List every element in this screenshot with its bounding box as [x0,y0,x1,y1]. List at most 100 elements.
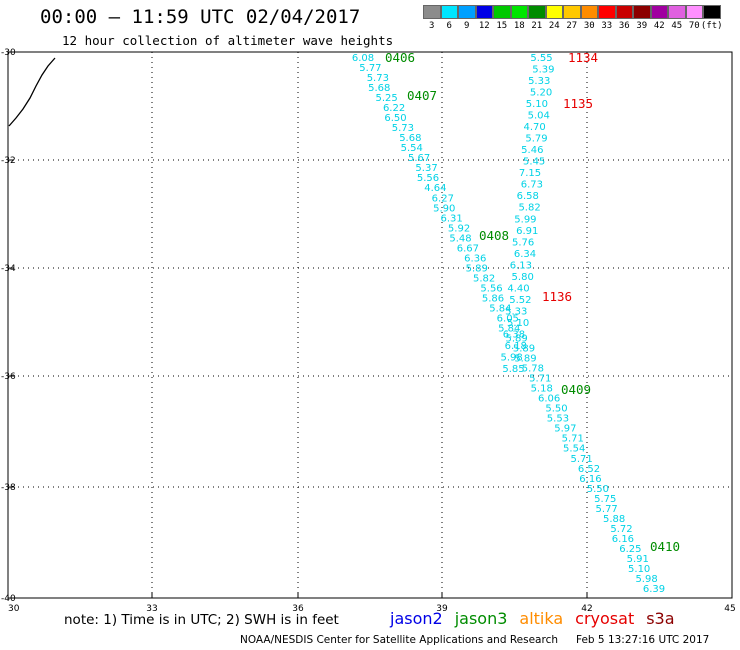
color-scale-label: 18 [513,21,525,31]
swh-value-ascending: 4.70 [523,122,545,133]
swh-value-descending: 6.31 [441,213,463,224]
color-scale-cell [615,5,633,19]
swh-value-ascending: 5.04 [528,111,550,122]
pass-time-label: 0410 [650,539,680,554]
swh-value-descending: 5.88 [603,514,625,525]
swh-value-descending: 6.67 [457,243,479,254]
color-scale-label: 39 [636,21,648,31]
longitude-label: 39 [436,604,448,614]
swh-value-descending: 5.56 [417,173,439,184]
swh-value-descending: 5.86 [482,293,504,304]
longitude-label: 33 [146,604,157,614]
swh-value-ascending: 5.20 [530,88,552,99]
color-scale-label: 21 [531,21,543,31]
swh-value-descending: 5.84 [489,303,511,314]
color-scale-label: 9 [464,21,470,31]
swh-value-ascending: 5.85 [502,364,524,375]
swh-value-descending: 5.92 [448,223,470,234]
chart-subtitle: 12 hour collection of altimeter wave hei… [62,33,394,48]
color-scale-cell [650,5,668,19]
color-scale-cell [563,5,581,19]
swh-value-descending: 5.10 [628,564,650,575]
color-scale-cell [475,5,493,19]
color-scale-cell [580,5,598,19]
swh-color-scale [423,5,721,19]
credit-text: NOAA/NESDIS Center for Satellite Applica… [240,634,558,646]
satellite-legend-item: jason2 [390,609,443,628]
swh-value-descending: 5.91 [627,554,649,565]
swh-value-ascending: 6.13 [510,260,532,271]
color-scale-cell [528,5,546,19]
color-scale-label: 42 [653,21,665,31]
chart-title: 00:00 – 11:59 UTC 02/04/2017 [40,6,361,28]
swh-value-ascending: 5.33 [528,76,550,87]
color-scale-cell [703,5,721,19]
swh-value-descending: 6.36 [464,253,486,264]
swh-value-descending: 6.22 [383,103,405,114]
color-scale-cell [510,5,528,19]
swh-value-descending: 5.71 [562,434,584,445]
map-frame [7,51,733,599]
swh-value-ascending: 4.40 [507,283,529,294]
color-scale-label: (ft) [700,21,723,31]
swh-value-ascending: 5.98 [501,352,523,363]
swh-value-ascending: 5.80 [512,272,534,283]
longitude-label: 42 [581,604,592,614]
swh-value-ascending: 5.99 [514,214,536,225]
swh-value-ascending: 5.46 [521,145,543,156]
swh-value-descending: 5.90 [433,203,455,214]
color-scale-cell [423,5,441,19]
satellite-legend-item: jason3 [454,609,508,628]
latitude-label: -32 [1,156,16,166]
swh-value-descending: 5.72 [610,524,632,535]
swh-value-ascending: 5.39 [532,65,554,76]
color-scale-label: 12 [478,21,490,31]
color-scale-label: 36 [618,21,630,31]
swh-value-ascending: 5.33 [505,306,527,317]
swh-value-ascending: 6.38 [503,329,525,340]
swh-value-ascending: 5.79 [525,134,547,145]
swh-value-descending: 6.06 [538,394,560,405]
color-scale-cell [633,5,651,19]
satellite-legend-item: cryosat [575,609,635,628]
swh-value-ascending: 5.55 [530,53,552,64]
coastline [8,57,56,127]
satellite-legend-item: altika [519,609,564,628]
swh-value-ascending: 5.10 [526,99,548,110]
pass-time-label: 0408 [479,228,509,243]
longitude-label: 30 [8,604,20,614]
swh-value-descending: 5.54 [401,143,423,154]
swh-value-descending: 4.64 [424,183,446,194]
swh-value-descending: 6.52 [578,464,600,475]
color-scale-label: 27 [566,21,578,31]
swh-value-descending: 5.68 [368,83,390,94]
swh-value-ascending: 6.18 [505,341,527,352]
swh-value-descending: 5.25 [376,93,398,104]
latitude-label: -38 [1,483,16,493]
swh-value-descending: 5.18 [531,384,553,395]
color-scale-cell [458,5,476,19]
latitude-label: -30 [1,48,16,58]
swh-value-descending: 6.25 [619,544,641,555]
swh-value-descending: 6.16 [579,474,601,485]
longitude-label: 45 [724,604,735,614]
swh-value-ascending: 6.34 [514,249,536,260]
swh-value-descending: 5.89 [513,344,535,355]
color-scale-label: 15 [496,21,508,31]
swh-value-descending: 5.75 [594,494,616,505]
color-scale-label: 45 [671,21,683,31]
swh-value-descending: 5.73 [392,123,414,134]
swh-value-descending: 5.67 [408,153,430,164]
swh-value-descending: 6.39 [643,584,665,595]
latitude-label: -36 [1,372,16,382]
latitude-label: -34 [1,264,16,274]
swh-value-descending: 6.05 [497,313,519,324]
swh-value-ascending: 6.91 [516,226,538,237]
color-scale-cell [685,5,703,19]
swh-value-descending: 5.77 [596,504,618,515]
swh-value-descending: 5.50 [587,484,609,495]
swh-value-descending: 5.54 [563,444,585,455]
pass-time-label: 1136 [542,289,572,304]
swh-value-descending: 6.27 [432,193,454,204]
swh-value-descending: 5.48 [449,233,471,244]
